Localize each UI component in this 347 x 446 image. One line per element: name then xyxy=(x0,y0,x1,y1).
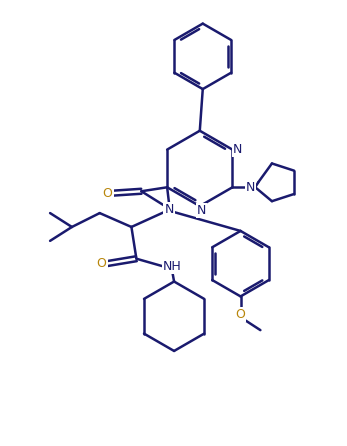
Text: O: O xyxy=(236,308,245,321)
Text: N: N xyxy=(197,204,206,217)
Text: NH: NH xyxy=(163,260,181,273)
Text: O: O xyxy=(97,257,107,270)
Text: N: N xyxy=(233,143,242,156)
Text: O: O xyxy=(103,187,112,200)
Text: N: N xyxy=(164,202,174,215)
Text: N: N xyxy=(246,181,255,194)
